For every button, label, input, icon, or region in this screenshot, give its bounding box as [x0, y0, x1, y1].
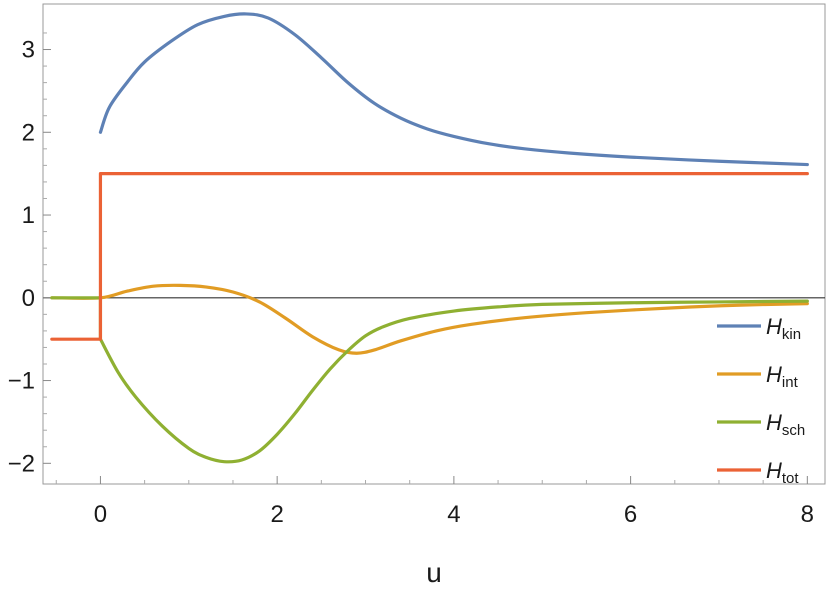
x-tick-label: 2 [270, 501, 283, 528]
x-tick-label: 0 [94, 501, 107, 528]
x-tick-label: 8 [801, 501, 814, 528]
axis-ticks: 0 2 4 6 8 −2 −1 0 1 2 3 [8, 32, 814, 528]
y-tick-label: 3 [22, 37, 35, 64]
legend-label-int: Hint [766, 362, 799, 391]
x-tick-label: 6 [624, 501, 637, 528]
y-tick-label: 2 [22, 119, 35, 146]
y-tick-label: −1 [8, 368, 35, 395]
series-line-int [50, 283, 809, 355]
series-line-sch [50, 296, 809, 464]
series-layer [50, 12, 809, 464]
y-tick-label: 0 [22, 285, 35, 312]
y-tick-label: −2 [8, 450, 35, 477]
x-axis-label: u [426, 557, 442, 588]
legend-label-tot: Htot [766, 458, 799, 487]
y-tick-label: 1 [22, 202, 35, 229]
series-line-kin [98, 12, 809, 167]
legend-label-sch: Hsch [766, 410, 805, 439]
legend: Hkin Hint Hsch Htot [717, 314, 805, 487]
plot-frame [42, 3, 826, 485]
legend-label-kin: Hkin [766, 314, 801, 343]
x-tick-label: 4 [447, 501, 460, 528]
series-line-tot [50, 172, 809, 341]
